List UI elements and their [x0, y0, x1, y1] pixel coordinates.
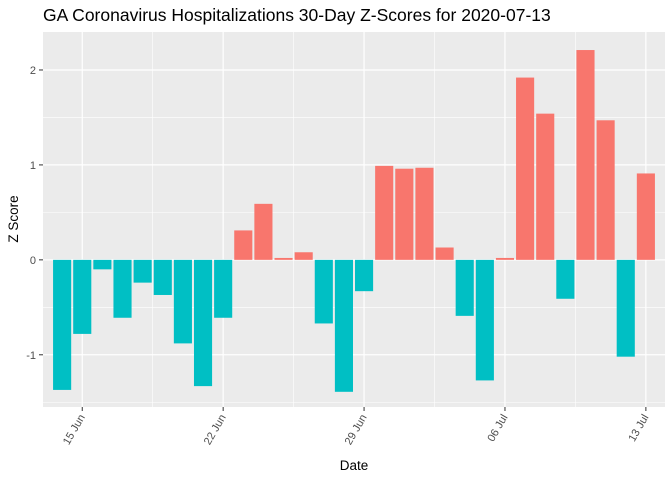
- x-tick-label: 15 Jun: [61, 413, 88, 448]
- bar: [254, 203, 273, 260]
- bar: [435, 247, 454, 260]
- bar: [495, 257, 515, 260]
- bar: [93, 259, 112, 270]
- bar: [516, 77, 535, 260]
- x-tick-label: 06 Jul: [485, 413, 510, 444]
- y-tick-label: 2: [30, 65, 36, 77]
- bar: [274, 257, 293, 260]
- y-axis-title: Z Score: [6, 195, 21, 242]
- bar: [395, 168, 414, 260]
- x-axis-title: Date: [340, 458, 369, 473]
- bar: [53, 259, 72, 390]
- bar: [636, 173, 655, 260]
- bar: [113, 259, 132, 318]
- bar: [173, 259, 192, 344]
- x-axis-ticks: 15 Jun 22 Jun 29 Jun 06 Jul 13 Jul: [61, 407, 651, 448]
- bar: [455, 259, 474, 316]
- bar: [556, 259, 575, 299]
- bar: [596, 120, 615, 260]
- y-axis-ticks: -1 0 1 2: [26, 65, 43, 362]
- bar: [576, 50, 595, 260]
- bar: [334, 259, 353, 392]
- bar: [294, 252, 313, 260]
- x-tick-label: 22 Jun: [202, 413, 229, 448]
- bar: [193, 259, 213, 387]
- bar: [475, 259, 494, 381]
- y-tick-label: 1: [30, 160, 36, 172]
- x-tick-label: 13 Jul: [626, 413, 651, 444]
- x-tick-label: 29 Jun: [343, 413, 370, 448]
- y-tick-label: -1: [26, 350, 36, 362]
- bars: [53, 50, 655, 392]
- bar: [153, 259, 172, 295]
- minor-gridlines: [43, 32, 665, 407]
- bar: [415, 167, 434, 260]
- chart-title: GA Coronavirus Hospitalizations 30-Day Z…: [43, 5, 551, 25]
- bar: [616, 259, 635, 357]
- bar: [375, 165, 394, 260]
- bar: [214, 259, 233, 318]
- bar: [234, 230, 253, 260]
- bar: [133, 259, 152, 283]
- bar: [536, 113, 555, 260]
- plot-panel: [43, 32, 665, 407]
- bar: [355, 259, 374, 292]
- bar: [314, 259, 333, 324]
- bar: [73, 259, 92, 334]
- y-tick-label: 0: [30, 255, 36, 267]
